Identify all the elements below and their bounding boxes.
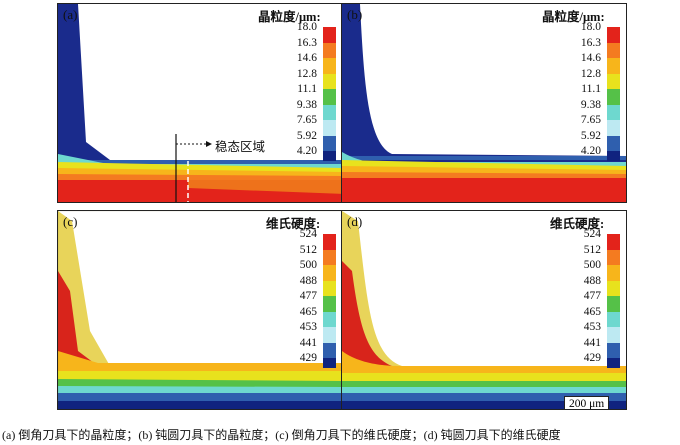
panel-label: (c) bbox=[63, 214, 78, 229]
hardness-contour-d bbox=[342, 211, 626, 409]
legend-color-swatch bbox=[607, 120, 620, 136]
legend-color-swatch bbox=[323, 135, 336, 151]
legend-tick-label: 441 bbox=[583, 336, 601, 349]
scale-bar: 200 μm bbox=[564, 396, 610, 409]
legend-tick-label: 488 bbox=[583, 274, 601, 287]
legend-color-swatch bbox=[607, 58, 620, 74]
legend-tick-label: 14.6 bbox=[580, 52, 601, 64]
legend-tick-label: 7.65 bbox=[296, 114, 317, 126]
legend-color-swatch bbox=[607, 42, 620, 58]
legend-color-swatch bbox=[323, 280, 336, 296]
legend-tick-label: 7.65 bbox=[580, 114, 601, 126]
legend-color-swatch bbox=[607, 104, 620, 120]
legend-color-swatch bbox=[607, 27, 620, 43]
figure-caption: (a) 倒角刀具下的晶粒度；(b) 钝圆刀具下的晶粒度；(c) 倒角刀具下的维氏… bbox=[2, 428, 561, 442]
panel-a: (a) 稳态区域 晶粒度/μm: 18.0 16.3 14.6 12.8 11.1 9.3… bbox=[57, 3, 343, 203]
legend-tick-label: 500 bbox=[299, 259, 317, 271]
legend-tick-label: 11.1 bbox=[581, 83, 601, 95]
legend-title: 维氏硬度: bbox=[266, 217, 321, 231]
legend-color-swatch bbox=[323, 89, 336, 105]
legend-tick-label: 14.6 bbox=[296, 52, 317, 64]
legend-color-swatch bbox=[323, 327, 336, 343]
legend-tick-label: 488 bbox=[299, 274, 317, 287]
grain-size-contour-a bbox=[58, 4, 342, 202]
legend-tick-label: 18.0 bbox=[296, 21, 317, 33]
panel-b: (b) 晶粒度/μm: 18.0 16.3 14.6 12.8 11.1 9.38 7.65… bbox=[341, 3, 627, 203]
legend-color-swatch bbox=[607, 327, 620, 343]
panel-label: (d) bbox=[347, 214, 363, 229]
grain-size-contour-b bbox=[342, 4, 626, 202]
legend-color-swatch bbox=[607, 280, 620, 296]
legend-color-swatch bbox=[607, 342, 620, 358]
legend-tick-label: 429 bbox=[583, 352, 601, 364]
legend-color-swatch bbox=[607, 151, 620, 161]
legend-tick-label: 465 bbox=[299, 305, 317, 318]
legend-tick-label: 11.1 bbox=[297, 83, 317, 95]
panel-label: (a) bbox=[63, 7, 78, 22]
legend-tick-label: 5.92 bbox=[580, 129, 601, 142]
legend-tick-label: 18.0 bbox=[580, 21, 601, 33]
hardness-contour-c bbox=[58, 211, 342, 409]
legend-color-swatch bbox=[323, 296, 336, 312]
legend-title: 晶粒度/μm: bbox=[258, 10, 321, 24]
legend-color-swatch bbox=[323, 151, 336, 161]
legend-color-swatch bbox=[323, 73, 336, 89]
legend-tick-label: 9.38 bbox=[296, 98, 317, 111]
legend-color-swatch bbox=[607, 265, 620, 281]
legend-color-swatch bbox=[323, 249, 336, 265]
steady-state-region-label: 稳态区域 bbox=[215, 140, 266, 154]
legend-color-swatch bbox=[323, 27, 336, 43]
legend-tick-label: 16.3 bbox=[296, 36, 317, 49]
legend-tick-label: 524 bbox=[583, 228, 601, 240]
legend-tick-label: 512 bbox=[299, 243, 317, 256]
legend-tick-label: 16.3 bbox=[580, 36, 601, 49]
legend-color-swatch bbox=[323, 265, 336, 281]
legend-tick-label: 477 bbox=[583, 290, 601, 302]
legend-tick-label: 12.8 bbox=[580, 67, 601, 80]
legend-tick-label: 524 bbox=[299, 228, 317, 240]
legend-title: 晶粒度/μm: bbox=[542, 10, 605, 24]
legend-color-swatch bbox=[607, 249, 620, 265]
legend-color-swatch bbox=[607, 358, 620, 368]
legend-color-swatch bbox=[323, 342, 336, 358]
legend-color-swatch bbox=[607, 89, 620, 105]
legend-color-swatch bbox=[607, 311, 620, 327]
legend-color-swatch bbox=[323, 58, 336, 74]
legend-tick-label: 441 bbox=[299, 336, 317, 349]
legend-tick-label: 429 bbox=[299, 352, 317, 364]
legend-color-swatch bbox=[607, 234, 620, 250]
legend-color-swatch bbox=[323, 104, 336, 120]
legend-color-swatch bbox=[607, 135, 620, 151]
legend-tick-label: 477 bbox=[299, 290, 317, 302]
legend-tick-label: 512 bbox=[583, 243, 601, 256]
panel-label: (b) bbox=[347, 7, 363, 22]
legend-color-swatch bbox=[323, 120, 336, 136]
legend-color-swatch bbox=[323, 234, 336, 250]
legend-color-swatch bbox=[607, 73, 620, 89]
legend-color-swatch bbox=[323, 311, 336, 327]
legend-tick-label: 4.20 bbox=[580, 145, 601, 157]
legend-tick-label: 12.8 bbox=[296, 67, 317, 80]
legend-title: 维氏硬度: bbox=[550, 217, 605, 231]
legend-color-swatch bbox=[323, 42, 336, 58]
legend-tick-label: 9.38 bbox=[580, 98, 601, 111]
legend-tick-label: 4.20 bbox=[296, 145, 317, 157]
panel-c: (c) 维氏硬度: 524 512 500 488 477 465 453 441 429 bbox=[57, 210, 343, 410]
legend-tick-label: 453 bbox=[583, 321, 601, 333]
legend-tick-label: 500 bbox=[583, 259, 601, 271]
legend-tick-label: 465 bbox=[583, 305, 601, 318]
legend-color-swatch bbox=[607, 296, 620, 312]
legend-tick-label: 5.92 bbox=[296, 129, 317, 142]
panel-d: (d) 维氏硬度: 524 512 500 488 477 465 453 441 429 20… bbox=[341, 210, 627, 410]
legend-color-swatch bbox=[323, 358, 336, 368]
legend-tick-label: 453 bbox=[299, 321, 317, 333]
